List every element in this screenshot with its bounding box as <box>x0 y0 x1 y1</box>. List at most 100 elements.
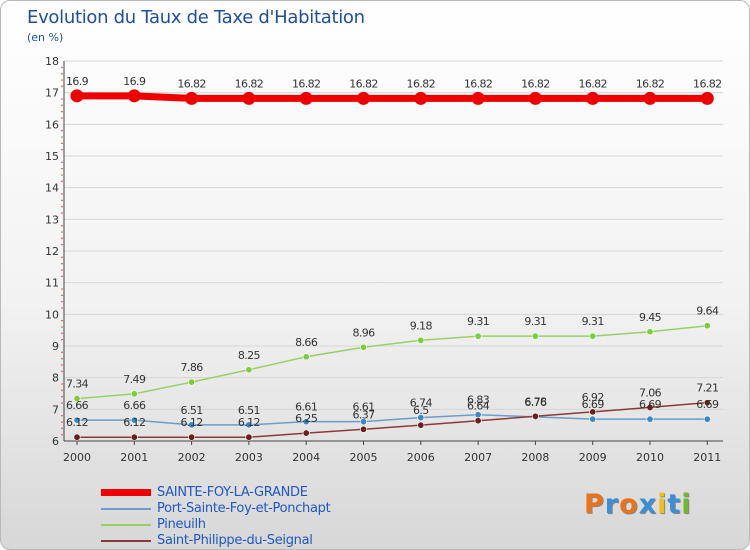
series-point-1 <box>359 418 367 426</box>
y-minor-tick <box>61 72 63 75</box>
legend-label-port-sainte-foy: Port-Sainte-Foy-et-Ponchapt <box>157 501 331 516</box>
y-minor-tick <box>61 205 63 208</box>
data-label-1: 6.61 <box>352 401 374 414</box>
series-point-3 <box>73 433 81 441</box>
y-minor-tick <box>61 300 63 303</box>
data-label-3: 7.21 <box>696 382 718 395</box>
y-tick-label: 14 <box>45 182 59 195</box>
series-point-1 <box>73 416 81 424</box>
data-label-2: 8.66 <box>295 336 318 349</box>
y-minor-tick <box>61 110 63 113</box>
data-label-2: 9.31 <box>582 315 604 328</box>
y-tick-label: 6 <box>52 435 59 448</box>
y-minor-tick <box>61 142 63 145</box>
series-point-0 <box>414 91 428 105</box>
y-minor-tick <box>61 307 63 309</box>
y-minor-tick <box>61 117 63 119</box>
data-label-3: 6.64 <box>467 400 490 413</box>
data-label-2: 9.31 <box>524 315 546 328</box>
data-label-1: 6.69 <box>696 398 719 411</box>
y-minor-tick <box>61 269 63 271</box>
legend-swatch-saint-philippe <box>101 540 151 542</box>
series-point-2 <box>130 390 138 398</box>
y-tick-label: 10 <box>45 308 59 321</box>
series-point-3 <box>646 403 654 411</box>
x-tick-label: 2004 <box>292 451 320 464</box>
data-label-0: 16.82 <box>235 77 264 90</box>
y-minor-tick <box>61 136 63 138</box>
logo-letter: i <box>657 489 668 520</box>
series-point-3 <box>359 425 367 433</box>
data-label-1: 6.51 <box>238 404 260 417</box>
series-point-2 <box>589 332 597 340</box>
x-tick-label: 2001 <box>120 451 148 464</box>
y-tick-label: 13 <box>45 213 59 226</box>
data-label-3: 6.12 <box>238 416 260 429</box>
y-minor-tick <box>61 414 63 417</box>
y-minor-tick <box>61 161 63 164</box>
y-tick-label: 18 <box>45 55 59 68</box>
y-tick-label: 9 <box>52 340 59 353</box>
series-point-1 <box>703 415 711 423</box>
data-label-layer: 7.34 7.49 7.86 8.25 8.66 8.96 9.18 9.31 9.31 9.31… <box>66 75 722 429</box>
data-label-0: 16.82 <box>693 77 722 90</box>
series-line-1 <box>76 413 709 426</box>
y-minor-tick <box>61 148 63 151</box>
series-line-0 <box>73 92 711 102</box>
y-minor-tick <box>61 66 63 69</box>
data-label-0: 16.82 <box>464 77 493 90</box>
y-minor-tick <box>61 256 63 259</box>
data-label-3: 6.12 <box>123 416 145 429</box>
y-minor-tick <box>61 326 63 328</box>
y-minor-tick <box>61 224 63 227</box>
y-minor-tick <box>61 421 63 423</box>
series-point-0 <box>528 91 542 105</box>
y-minor-tick <box>61 370 63 373</box>
legend-swatch-pineuilh <box>101 524 151 526</box>
data-label-2: 8.96 <box>352 326 375 339</box>
y-minor-tick <box>61 231 63 233</box>
series-point-2 <box>188 378 196 386</box>
proxiti-logo: Proxiti <box>584 489 692 520</box>
x-tick-label: 2011 <box>693 451 721 464</box>
series-point-3 <box>589 408 597 416</box>
y-minor-tick <box>61 332 63 335</box>
x-tick-label: 2006 <box>407 451 435 464</box>
data-label-3: 7.06 <box>639 386 662 399</box>
series-point-2 <box>474 332 482 340</box>
series-point-3 <box>302 429 310 437</box>
y-minor-tick <box>61 237 63 240</box>
data-label-2: 7.49 <box>123 373 146 386</box>
data-label-3: 6.37 <box>352 408 375 421</box>
data-label-1: 6.61 <box>295 401 317 414</box>
legend-label-sainte-foy: SAINTE-FOY-LA-GRANDE <box>157 485 308 500</box>
series-point-2 <box>302 353 310 361</box>
x-tick-label: 2005 <box>350 451 378 464</box>
data-label-2: 9.31 <box>467 315 489 328</box>
x-tick-label: 2007 <box>464 451 492 464</box>
data-label-2: 7.86 <box>181 361 204 374</box>
series-point-0 <box>242 91 256 105</box>
y-minor-tick <box>61 288 63 290</box>
series-point-2 <box>245 366 253 374</box>
y-minor-tick <box>61 167 63 170</box>
logo-letter: i <box>681 489 692 520</box>
series-point-0 <box>643 91 657 105</box>
series-point-3 <box>474 417 482 425</box>
series-point-1 <box>130 416 138 424</box>
data-label-1: 6.66 <box>123 399 146 412</box>
y-minor-tick <box>61 129 63 132</box>
series-point-3 <box>703 399 711 407</box>
y-minor-tick <box>61 383 63 385</box>
y-tick-label: 16 <box>45 118 59 131</box>
series-point-2 <box>417 336 425 344</box>
data-label-2: 8.25 <box>238 349 261 362</box>
series-point-2 <box>646 328 654 336</box>
series-point-0 <box>127 89 141 103</box>
series-point-3 <box>245 433 253 441</box>
y-tick-label: 7 <box>52 403 59 416</box>
series-point-3 <box>531 412 539 420</box>
y-minor-tick <box>61 319 63 322</box>
